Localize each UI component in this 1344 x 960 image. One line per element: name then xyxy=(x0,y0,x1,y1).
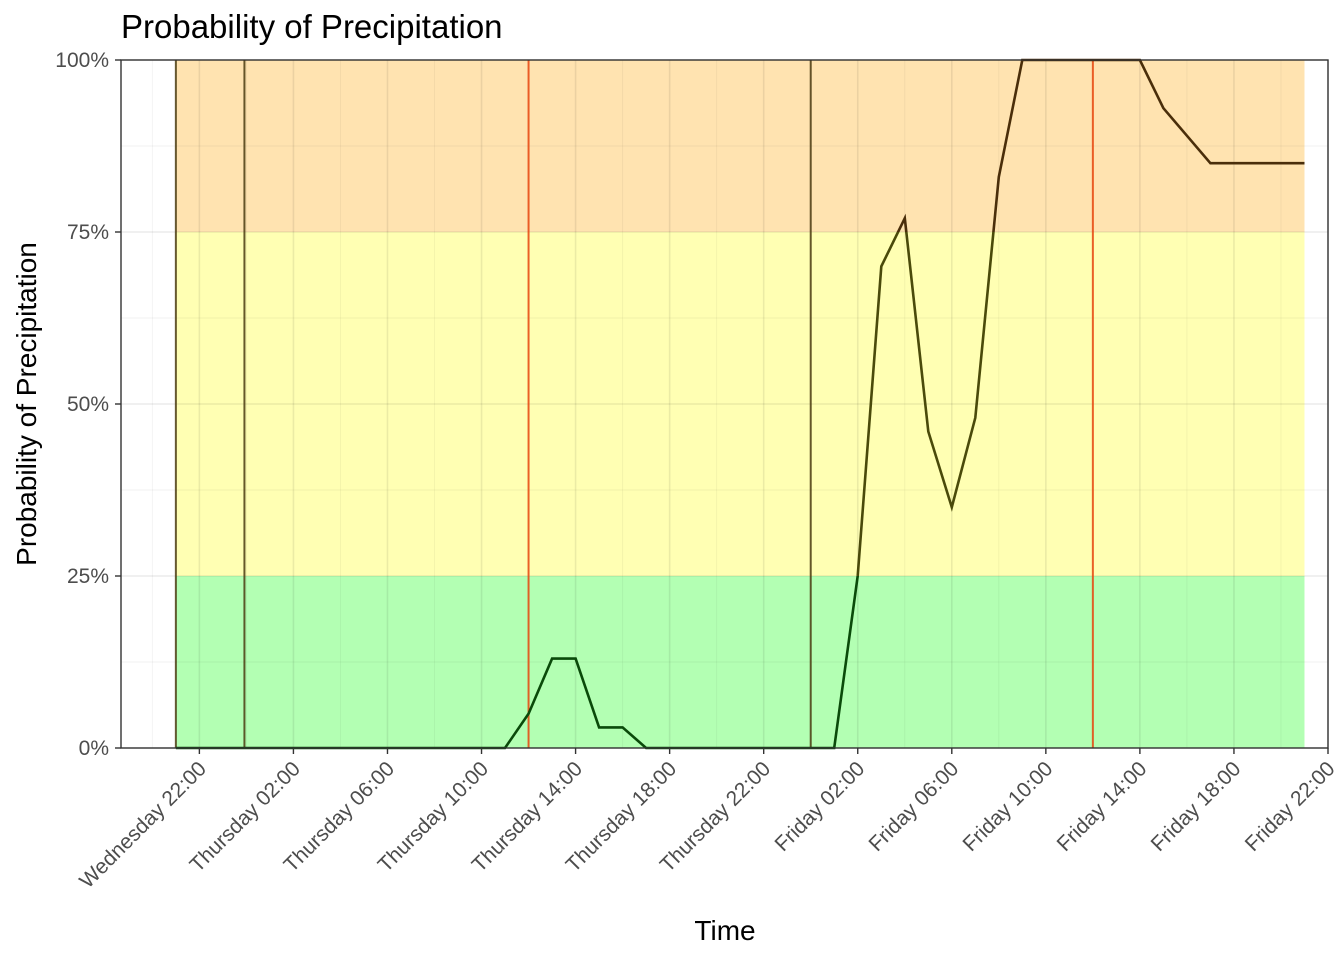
x-tick-label: Wednesday 22:00 xyxy=(75,757,211,893)
y-tick-label: 75% xyxy=(67,221,109,244)
x-tick-label: Friday 22:00 xyxy=(1241,757,1340,856)
x-tick-label: Friday 18:00 xyxy=(1147,757,1246,856)
y-tick-label: 100% xyxy=(55,49,109,72)
precipitation-line-segment xyxy=(175,576,860,750)
chart-title: Probability of Precipitation xyxy=(121,8,503,45)
x-tick-label: Friday 06:00 xyxy=(865,757,964,856)
y-tick-label: 50% xyxy=(67,393,109,416)
risk-band-0 xyxy=(175,576,1305,748)
y-tick-label: 25% xyxy=(67,565,109,588)
chart-series xyxy=(175,58,1305,750)
precipitation-line-segment xyxy=(896,58,1305,232)
x-tick-label: Friday 02:00 xyxy=(770,757,869,856)
risk-band-1 xyxy=(175,232,1305,576)
y-axis: 0% 25% 50% 75% 100% xyxy=(55,49,121,760)
chart-bands xyxy=(175,60,1305,748)
x-axis-title: Time xyxy=(694,915,755,946)
y-axis-title: Probability of Precipitation xyxy=(11,242,42,566)
chart-vertical-lines xyxy=(174,60,1094,748)
risk-band-2 xyxy=(175,60,1305,232)
precipitation-line-segment xyxy=(856,232,995,576)
x-tick-label: Friday 10:00 xyxy=(959,757,1058,856)
x-tick-label: Friday 14:00 xyxy=(1053,757,1152,856)
y-tick-label: 0% xyxy=(79,737,109,760)
